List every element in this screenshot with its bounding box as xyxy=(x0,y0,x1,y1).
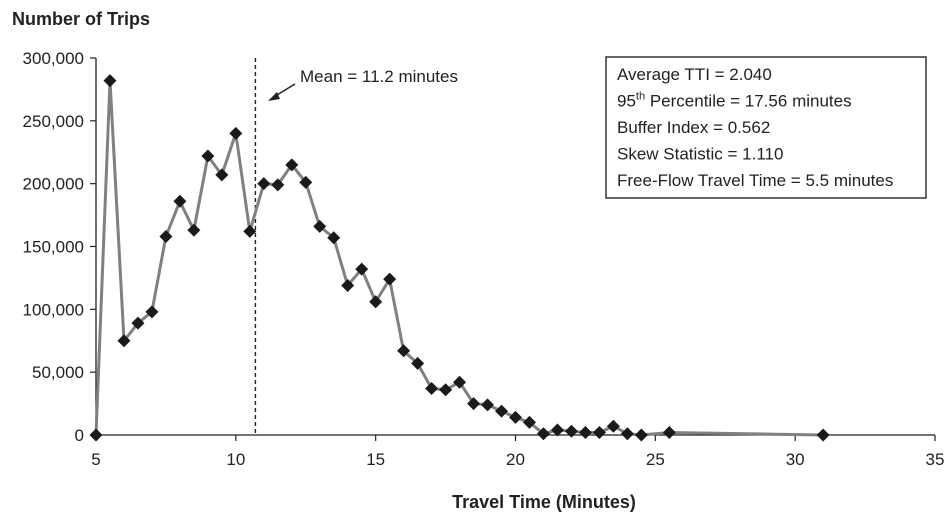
data-point xyxy=(229,126,243,140)
data-point xyxy=(536,427,550,441)
data-point xyxy=(453,375,467,389)
series-travel-time xyxy=(89,74,830,442)
y-tick-label: 200,000 xyxy=(23,175,84,194)
x-axis-title: Travel Time (Minutes) xyxy=(452,492,636,512)
y-tick-label: 0 xyxy=(75,426,84,445)
x-tick-label: 5 xyxy=(91,450,100,469)
data-point xyxy=(271,178,285,192)
data-point xyxy=(439,383,453,397)
data-point xyxy=(299,175,313,189)
y-tick-label: 50,000 xyxy=(32,363,84,382)
x-tick-label: 20 xyxy=(506,450,525,469)
data-point xyxy=(467,397,481,411)
data-point xyxy=(592,425,606,439)
statistic-line: Skew Statistic = 1.110 xyxy=(617,145,783,164)
data-point xyxy=(662,425,676,439)
x-tick-label: 35 xyxy=(926,450,945,469)
statistic-line: Average TTI = 2.040 xyxy=(617,65,772,84)
data-point xyxy=(131,316,145,330)
tick-labels: 0 50,000 100,000 150,000 200,000 250,000 300,0… xyxy=(23,49,945,469)
data-point xyxy=(634,428,648,442)
data-point xyxy=(578,425,592,439)
data-point xyxy=(816,428,830,442)
statistic-line: Free-Flow Travel Time = 5.5 minutes xyxy=(617,171,893,190)
statistic-line: 95th Percentile = 17.56 minutes xyxy=(617,91,852,111)
data-point xyxy=(159,229,173,243)
mean-arrow-head xyxy=(268,92,280,101)
data-point xyxy=(187,223,201,237)
statistic-line: Buffer Index = 0.562 xyxy=(617,118,770,137)
x-tick-label: 25 xyxy=(646,450,665,469)
data-point xyxy=(327,231,341,245)
x-tick-label: 30 xyxy=(786,450,805,469)
statistics-box: Average TTI = 2.040 95th Percentile = 17.… xyxy=(605,56,927,199)
x-tick-label: 10 xyxy=(226,450,245,469)
data-point xyxy=(383,272,397,286)
data-point xyxy=(397,344,411,358)
y-tick-label: 150,000 xyxy=(23,238,84,257)
data-point xyxy=(481,398,495,412)
data-point xyxy=(201,149,215,163)
data-point xyxy=(564,424,578,438)
data-point xyxy=(606,419,620,433)
y-tick-label: 100,000 xyxy=(23,300,84,319)
mean-label: Mean = 11.2 minutes xyxy=(300,67,458,86)
data-point xyxy=(117,334,131,348)
mean-marker: Mean = 11.2 minutes xyxy=(254,58,458,435)
y-tick-label: 300,000 xyxy=(23,49,84,68)
data-point xyxy=(509,410,522,424)
data-point xyxy=(411,356,425,370)
data-point xyxy=(620,427,634,441)
y-axis-title: Number of Trips xyxy=(12,9,150,29)
data-point xyxy=(173,194,187,208)
data-point xyxy=(313,219,327,233)
data-point xyxy=(89,428,103,442)
statistics-box-frame xyxy=(605,56,927,199)
data-point xyxy=(103,74,117,88)
data-point xyxy=(550,423,564,437)
x-tick-label: 15 xyxy=(366,450,385,469)
data-point xyxy=(341,278,355,292)
y-tick-label: 250,000 xyxy=(23,112,84,131)
data-point xyxy=(425,382,439,396)
data-point xyxy=(369,295,383,309)
data-point xyxy=(495,404,509,418)
data-point xyxy=(285,158,299,172)
data-point xyxy=(243,224,257,238)
data-point xyxy=(257,177,271,191)
data-point xyxy=(215,168,229,182)
data-point xyxy=(355,262,369,276)
data-point xyxy=(145,305,159,319)
data-point xyxy=(522,415,536,429)
